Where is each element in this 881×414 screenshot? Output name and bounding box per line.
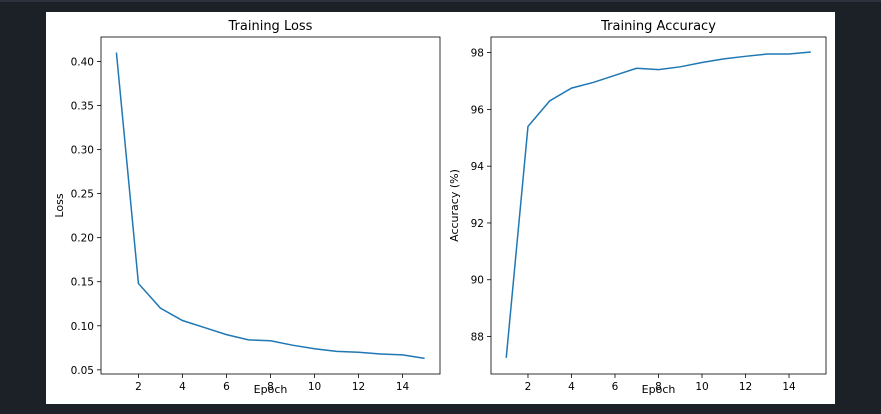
- loss-y-tick-label: 0.30: [71, 145, 94, 157]
- loss-y-ticks: 0.05 0.10 0.15 0.20 0.25 0.30 0.35 0.40: [71, 56, 101, 377]
- loss-y-tick-label: 0.05: [71, 365, 94, 377]
- accuracy-x-tick-label: 8: [655, 381, 662, 393]
- window-top-border: [0, 0, 881, 2]
- accuracy-x-tick-label: 2: [525, 381, 532, 393]
- loss-y-tick-label: 0.20: [71, 233, 94, 245]
- loss-x-tick-label: 12: [352, 381, 365, 393]
- accuracy-y-tick-label: 94: [471, 161, 485, 173]
- loss-x-tick-label: 2: [135, 381, 142, 393]
- loss-x-tick-label: 10: [308, 381, 321, 393]
- loss-y-tick-label: 0.35: [71, 100, 94, 112]
- loss-y-axis-label: Loss: [53, 193, 66, 217]
- loss-x-tick-label: 6: [223, 381, 230, 393]
- loss-series-line: [115, 52, 425, 360]
- accuracy-x-tick-label: 10: [695, 381, 708, 393]
- loss-x-tick-label: 8: [267, 381, 274, 393]
- accuracy-x-tick-label: 6: [612, 381, 619, 393]
- accuracy-y-axis-label: Accuracy (%): [448, 169, 461, 242]
- loss-x-axis-label: Epoch: [254, 383, 288, 396]
- accuracy-y-tick-label: 88: [471, 332, 484, 344]
- accuracy-y-tick-label: 96: [471, 104, 485, 116]
- accuracy-y-tick-label: 92: [471, 218, 484, 230]
- loss-chart-title: Training Loss: [228, 19, 313, 34]
- accuracy-x-tick-label: 12: [739, 381, 752, 393]
- accuracy-y-tick-label: 90: [471, 275, 484, 287]
- figure-canvas: Training Loss 2 4 6 8 10 12 14 0.05 0.10 0.15 0.2…: [46, 12, 835, 404]
- loss-x-ticks: 2 4 6 8 10 12 14: [135, 374, 410, 393]
- loss-y-tick-label: 0.15: [71, 277, 94, 289]
- accuracy-plot-frame: [490, 36, 827, 375]
- accuracy-chart: Training Accuracy 2 4 6 8 10 12 14 88 90 92 94 96 9…: [448, 19, 827, 396]
- accuracy-y-ticks: 88 90 92 94 96 98: [471, 48, 491, 344]
- accuracy-x-tick-label: 14: [782, 381, 796, 393]
- loss-y-tick-label: 0.25: [71, 189, 94, 201]
- accuracy-x-tick-label: 4: [568, 381, 575, 393]
- accuracy-x-axis-label: Epoch: [642, 383, 676, 396]
- loss-y-tick-label: 0.40: [71, 56, 94, 68]
- accuracy-chart-title: Training Accuracy: [600, 19, 716, 34]
- accuracy-y-tick-label: 98: [471, 48, 484, 60]
- loss-x-tick-label: 4: [179, 381, 186, 393]
- accuracy-series-line: [505, 51, 811, 358]
- loss-chart: Training Loss 2 4 6 8 10 12 14 0.05 0.10 0.15 0.2…: [53, 19, 441, 396]
- loss-plot-frame: [100, 36, 441, 375]
- loss-y-tick-label: 0.10: [71, 321, 94, 333]
- accuracy-x-ticks: 2 4 6 8 10 12 14: [525, 374, 796, 393]
- figure-svg: Training Loss 2 4 6 8 10 12 14 0.05 0.10 0.15 0.2…: [53, 19, 827, 396]
- loss-x-tick-label: 14: [396, 381, 410, 393]
